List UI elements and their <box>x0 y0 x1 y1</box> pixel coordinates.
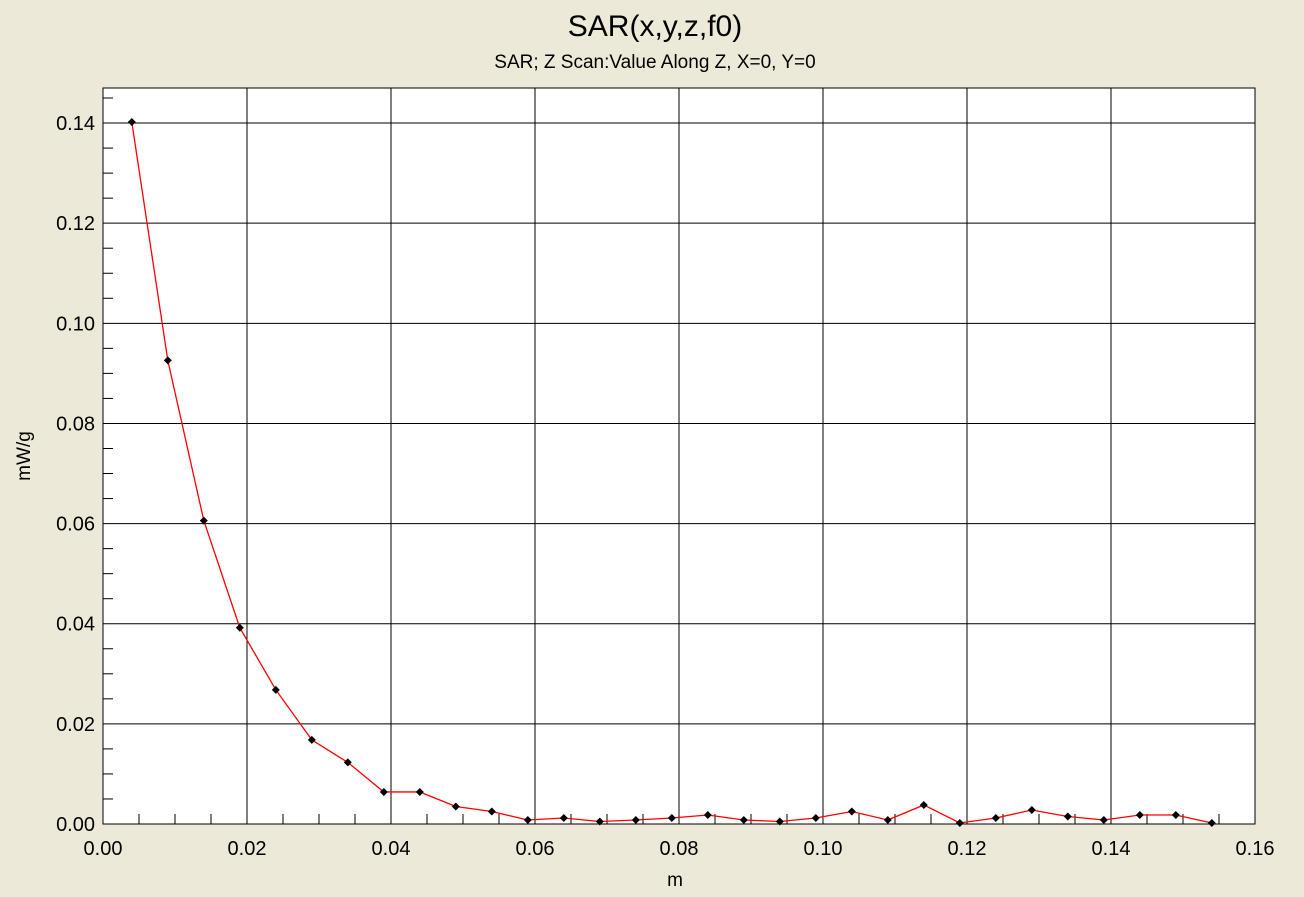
data-point <box>1135 810 1144 819</box>
data-point <box>955 818 964 827</box>
data-point <box>271 685 280 694</box>
x-tick-label: 0.04 <box>372 838 411 860</box>
y-tick-label: 0.04 <box>56 614 95 636</box>
data-point <box>487 807 496 816</box>
data-point <box>739 815 748 824</box>
data-point <box>523 815 532 824</box>
y-tick-label: 0.10 <box>56 313 95 335</box>
chart-subtitle: SAR; Z Scan:Value Along Z, X=0, Y=0 <box>494 52 815 73</box>
data-point <box>235 623 244 632</box>
minor-ticks <box>103 97 1220 824</box>
data-point <box>451 802 460 811</box>
x-tick-label: 0.08 <box>660 838 699 860</box>
x-tick-label: 0.02 <box>228 838 267 860</box>
data-point <box>1207 818 1216 827</box>
series <box>127 118 1216 827</box>
data-point <box>775 817 784 826</box>
x-tick-label: 0.16 <box>1236 838 1275 860</box>
data-point <box>811 813 820 822</box>
data-point <box>1063 812 1072 821</box>
data-point <box>343 758 352 767</box>
plot-frame <box>102 87 1256 825</box>
data-point <box>1027 805 1036 814</box>
data-point <box>883 815 892 824</box>
data-point <box>631 815 640 824</box>
data-point <box>163 356 172 365</box>
data-point <box>1099 815 1108 824</box>
y-tick-label: 0.02 <box>56 714 95 736</box>
x-axis-label: m <box>667 870 683 891</box>
data-point <box>667 813 676 822</box>
data-point <box>307 735 316 744</box>
x-tick-label: 0.06 <box>516 838 555 860</box>
x-tick-label: 0.14 <box>1092 838 1131 860</box>
y-axis-label: mW/g <box>14 431 35 481</box>
data-point <box>991 813 1000 822</box>
x-tick-label: 0.10 <box>804 838 843 860</box>
y-tick-label: 0.12 <box>56 213 95 235</box>
data-point <box>703 810 712 819</box>
y-tick-label: 0.06 <box>56 514 95 536</box>
data-point <box>559 813 568 822</box>
data-point <box>379 787 388 796</box>
y-tick-label: 0.14 <box>56 113 95 135</box>
data-point <box>1171 810 1180 819</box>
chart-title: SAR(x,y,z,f0) <box>568 10 742 43</box>
data-point <box>847 807 856 816</box>
x-tick-labels: 0.00 0.02 0.04 0.06 0.08 0.10 0.12 0.14 0.16 <box>84 838 1275 860</box>
data-point <box>919 800 928 809</box>
y-tick-label: 0.00 <box>56 814 95 836</box>
y-tick-label: 0.08 <box>56 413 95 435</box>
data-point <box>199 516 208 525</box>
data-point <box>595 817 604 826</box>
x-tick-label: 0.12 <box>948 838 987 860</box>
x-tick-label: 0.00 <box>84 838 123 860</box>
data-point <box>127 118 136 127</box>
y-tick-labels: 0.00 0.02 0.04 0.06 0.08 0.10 0.12 0.14 <box>56 113 95 836</box>
grid <box>103 88 1255 824</box>
data-point <box>415 787 424 796</box>
